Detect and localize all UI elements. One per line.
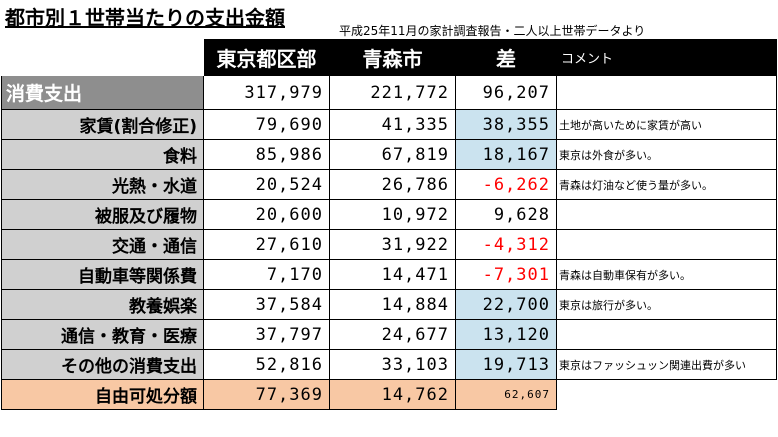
row-label: 通信・教育・医療 (1, 319, 204, 350)
tokyo-value: 37,797 (203, 319, 330, 350)
diff-value: 13,120 (455, 319, 557, 350)
tokyo-value: 7,170 (203, 259, 330, 290)
tokyo-value: 77,369 (203, 379, 330, 410)
table-row-total: 自由可処分額 77,369 14,762 62,607 (1, 379, 777, 410)
header-row: 東京都区部 青森市 差 コメント (1, 39, 777, 76)
diff-value: -7,301 (455, 259, 557, 290)
tokyo-value: 79,690 (203, 109, 330, 140)
diff-value: -6,262 (455, 169, 557, 200)
comment-cell (556, 199, 777, 230)
table-row: 自動車等関係費 7,170 14,471 -7,301 青森は自動車保有が多い。 (1, 259, 777, 290)
comment-cell (556, 229, 777, 260)
aomori-value: 14,884 (329, 289, 456, 320)
header-blank (1, 39, 204, 76)
header-tokyo: 東京都区部 (203, 39, 330, 76)
table-row: 食料 85,986 67,819 18,167 東京は外食が多い。 (1, 139, 777, 170)
page-title: 都市別１世帯当たりの支出金額 (5, 6, 285, 30)
comment-cell: 青森は自動車保有が多い。 (556, 259, 777, 290)
aomori-value: 33,103 (329, 349, 456, 380)
comment-cell: 青森は灯油など使う量が多い。 (556, 169, 777, 200)
row-label: 被服及び履物 (1, 199, 204, 230)
aomori-value: 41,335 (329, 109, 456, 140)
row-label: 消費支出 (1, 75, 204, 110)
tokyo-value: 27,610 (203, 229, 330, 260)
row-label: その他の消費支出 (1, 349, 204, 380)
tokyo-value: 85,986 (203, 139, 330, 170)
row-label: 自動車等関係費 (1, 259, 204, 290)
comment-cell (556, 75, 777, 110)
row-label: 食料 (1, 139, 204, 170)
comment-cell (556, 319, 777, 350)
diff-value: -4,312 (455, 229, 557, 260)
header-aomori: 青森市 (329, 39, 456, 76)
comment-cell (556, 379, 777, 410)
tokyo-value: 20,600 (203, 199, 330, 230)
diff-value: 62,607 (455, 379, 557, 410)
comment-cell: 東京は外食が多い。 (556, 139, 777, 170)
row-label: 家賃(割合修正) (1, 109, 204, 140)
aomori-value: 67,819 (329, 139, 456, 170)
diff-value: 96,207 (455, 75, 557, 110)
header-comment: コメント (556, 39, 777, 76)
aomori-value: 10,972 (329, 199, 456, 230)
aomori-value: 24,677 (329, 319, 456, 350)
diff-value: 9,628 (455, 199, 557, 230)
table-row: 通信・教育・医療 37,797 24,677 13,120 (1, 319, 777, 350)
aomori-value: 31,922 (329, 229, 456, 260)
table-row: 交通・通信 27,610 31,922 -4,312 (1, 229, 777, 260)
row-label: 光熱・水道 (1, 169, 204, 200)
table-row: 光熱・水道 20,524 26,786 -6,262 青森は灯油など使う量が多い… (1, 169, 777, 200)
source-note: 平成25年11月の家計調査報告・二人以上世帯データより (339, 24, 646, 38)
aomori-value: 14,762 (329, 379, 456, 410)
aomori-value: 26,786 (329, 169, 456, 200)
table-row: 教養娯楽 37,584 14,884 22,700 東京は旅行が多い。 (1, 289, 777, 320)
comment-cell: 土地が高いために家賃が高い (556, 109, 777, 140)
diff-value: 18,167 (455, 139, 557, 170)
diff-value: 22,700 (455, 289, 557, 320)
row-label: 教養娯楽 (1, 289, 204, 320)
table-row: 消費支出 317,979 221,772 96,207 (1, 75, 777, 110)
diff-value: 19,713 (455, 349, 557, 380)
comment-cell: 東京は旅行が多い。 (556, 289, 777, 320)
spending-table: 東京都区部 青森市 差 コメント 消費支出 317,979 221,772 96… (1, 39, 777, 410)
aomori-value: 14,471 (329, 259, 456, 290)
table-row: 被服及び履物 20,600 10,972 9,628 (1, 199, 777, 230)
table-row: その他の消費支出 52,816 33,103 19,713 東京はファッシュッン… (1, 349, 777, 380)
diff-value: 38,355 (455, 109, 557, 140)
row-label: 交通・通信 (1, 229, 204, 260)
aomori-value: 221,772 (329, 75, 456, 110)
table-row: 家賃(割合修正) 79,690 41,335 38,355 土地が高いために家賃… (1, 109, 777, 140)
tokyo-value: 52,816 (203, 349, 330, 380)
row-label: 自由可処分額 (1, 379, 204, 410)
tokyo-value: 317,979 (203, 75, 330, 110)
tokyo-value: 20,524 (203, 169, 330, 200)
tokyo-value: 37,584 (203, 289, 330, 320)
header-diff: 差 (455, 39, 557, 76)
comment-cell: 東京はファッシュッン関連出費が多い (556, 349, 777, 380)
